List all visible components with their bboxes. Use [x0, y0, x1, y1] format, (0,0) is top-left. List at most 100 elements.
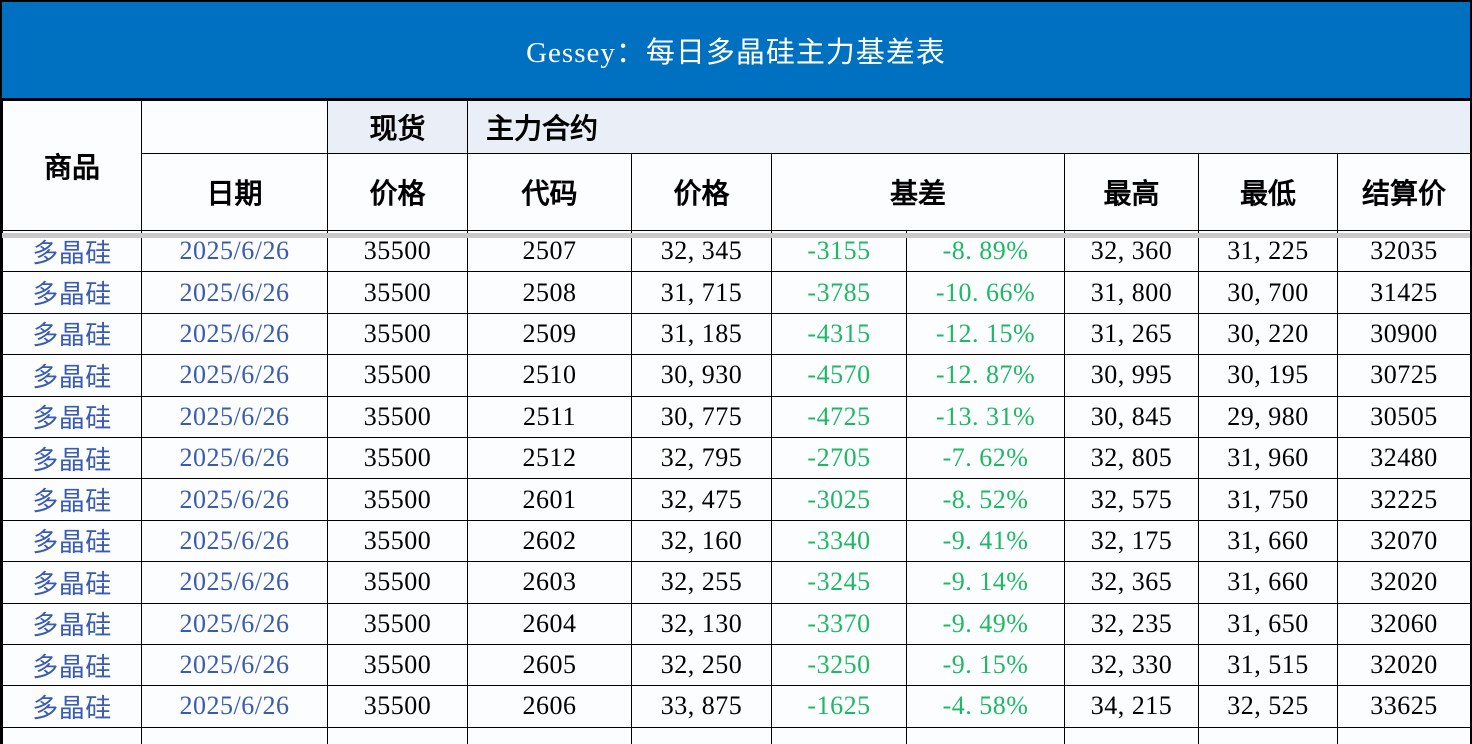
cell-low: 31, 660 — [1198, 519, 1338, 563]
cell-commodity: 多晶硅 — [2, 312, 142, 356]
cell-basis-pct: -10. 66% — [906, 271, 1065, 314]
col-header-commodity: 商品 — [2, 100, 142, 231]
table-header: 商品 现货 主力合约 日期 价格 代码 价格 基差 最高 最低 结算价 — [2, 100, 1472, 231]
cell-settlement: 32480 — [1336, 436, 1472, 480]
cell-settlement: 32020 — [1336, 561, 1472, 604]
cell-commodity: 多晶硅 — [2, 685, 142, 728]
cell-high: 32, 330 — [1064, 643, 1199, 687]
cell-basis: -3025 — [771, 478, 907, 521]
cell-code: 2510 — [467, 354, 632, 397]
col-group-spot: 现货 — [327, 100, 468, 154]
cell-code: 2508 — [467, 271, 632, 314]
title-bar: Gessey：每日多晶硅主力基差表 — [2, 2, 1470, 100]
cell-high — [1064, 726, 1199, 744]
cell-basis: -4725 — [771, 395, 907, 438]
cell-code: 2605 — [467, 643, 632, 687]
cell-price: 32, 255 — [631, 561, 772, 604]
cell-price: 32, 160 — [631, 519, 772, 563]
table-row: 多晶硅 2025/6/26 35500 2602 32, 160 -3340 -… — [2, 519, 1472, 563]
cell-high: 32, 365 — [1064, 561, 1199, 604]
col-header-spot-price: 价格 — [327, 153, 468, 231]
cell-commodity — [2, 726, 142, 744]
cell-commodity: 多晶硅 — [2, 643, 142, 687]
cell-basis-pct: -9. 41% — [906, 519, 1065, 563]
cell-high: 32, 235 — [1064, 602, 1199, 645]
cell-low: 31, 650 — [1198, 602, 1338, 645]
col-group-main-contract: 主力合约 — [466, 100, 1472, 154]
cell-spot-price: 35500 — [327, 685, 468, 728]
cell-price: 32, 130 — [631, 602, 772, 645]
cell-price: 32, 795 — [631, 436, 772, 480]
cell-settlement: 30900 — [1336, 312, 1472, 356]
cell-commodity: 多晶硅 — [2, 602, 142, 645]
freeze-pane-divider — [2, 233, 1470, 238]
cell-low: 29, 980 — [1198, 395, 1338, 438]
cell-basis-pct: -9. 49% — [906, 602, 1065, 645]
cell-date: 2025/6/26 — [141, 478, 328, 521]
cell-settlement: 33625 — [1336, 685, 1472, 728]
cell-high: 32, 175 — [1064, 519, 1199, 563]
cell-date: 2025/6/26 — [141, 643, 328, 687]
cell-basis: -1625 — [771, 685, 907, 728]
cell-date: 2025/6/26 — [141, 685, 328, 728]
cell-price: 32, 475 — [631, 478, 772, 521]
cell-settlement: 32060 — [1336, 602, 1472, 645]
cell-low: 31, 515 — [1198, 643, 1338, 687]
cell-code: 2511 — [467, 395, 632, 438]
cell-basis-pct: -9. 15% — [906, 643, 1065, 687]
cell-date: 2025/6/26 — [141, 312, 328, 356]
header-empty-cell — [141, 100, 328, 154]
cell-date: 2025/6/26 — [141, 602, 328, 645]
cell-price: 30, 930 — [631, 354, 772, 397]
cell-settlement: 32020 — [1336, 643, 1472, 687]
cell-basis: -4570 — [771, 354, 907, 397]
cell-basis-pct — [906, 726, 1065, 744]
cell-basis — [771, 726, 907, 744]
table-row: 多晶硅 2025/6/26 35500 2604 32, 130 -3370 -… — [2, 602, 1472, 645]
cell-settlement: 32070 — [1336, 519, 1472, 563]
cell-basis-pct: -4. 58% — [906, 685, 1065, 728]
cell-basis-pct: -7. 62% — [906, 436, 1065, 480]
cell-basis-pct: -9. 14% — [906, 561, 1065, 604]
cell-spot-price: 35500 — [327, 478, 468, 521]
cell-low: 31, 660 — [1198, 561, 1338, 604]
cell-code: 2606 — [467, 685, 632, 728]
cell-high: 30, 845 — [1064, 395, 1199, 438]
cell-basis: -2705 — [771, 436, 907, 480]
cell-settlement: 30725 — [1336, 354, 1472, 397]
cell-basis: -3785 — [771, 271, 907, 314]
cell-code: 2602 — [467, 519, 632, 563]
page-title: Gessey：每日多晶硅主力基差表 — [526, 37, 946, 69]
cell-high: 31, 800 — [1064, 271, 1199, 314]
table-row: 多晶硅 2025/6/26 35500 2510 30, 930 -4570 -… — [2, 354, 1472, 397]
cell-spot-price: 35500 — [327, 602, 468, 645]
cell-spot-price: 35500 — [327, 312, 468, 356]
cell-high: 30, 995 — [1064, 354, 1199, 397]
cell-basis-pct: -12. 87% — [906, 354, 1065, 397]
cell-high: 32, 575 — [1064, 478, 1199, 521]
cell-commodity: 多晶硅 — [2, 354, 142, 397]
col-header-code: 代码 — [467, 153, 632, 231]
cell-spot-price: 35500 — [327, 561, 468, 604]
cell-commodity: 多晶硅 — [2, 271, 142, 314]
cell-code: 2512 — [467, 436, 632, 480]
cell-price: 32, 250 — [631, 643, 772, 687]
cell-basis: -3340 — [771, 519, 907, 563]
cell-basis: -4315 — [771, 312, 907, 356]
cell-spot-price: 35500 — [327, 271, 468, 314]
table-row: 多晶硅 2025/6/26 35500 2509 31, 185 -4315 -… — [2, 312, 1472, 356]
table-row — [2, 726, 1472, 744]
cell-spot-price: 35500 — [327, 354, 468, 397]
table-row: 多晶硅 2025/6/26 35500 2512 32, 795 -2705 -… — [2, 436, 1472, 480]
cell-basis-pct: -12. 15% — [906, 312, 1065, 356]
cell-price: 31, 185 — [631, 312, 772, 356]
col-header-settlement: 结算价 — [1336, 153, 1472, 231]
cell-settlement: 30505 — [1336, 395, 1472, 438]
table-row: 多晶硅 2025/6/26 35500 2603 32, 255 -3245 -… — [2, 561, 1472, 604]
cell-basis-pct: -13. 31% — [906, 395, 1065, 438]
cell-high: 34, 215 — [1064, 685, 1199, 728]
cell-basis: -3370 — [771, 602, 907, 645]
cell-settlement: 31425 — [1336, 271, 1472, 314]
cell-settlement — [1336, 726, 1472, 744]
